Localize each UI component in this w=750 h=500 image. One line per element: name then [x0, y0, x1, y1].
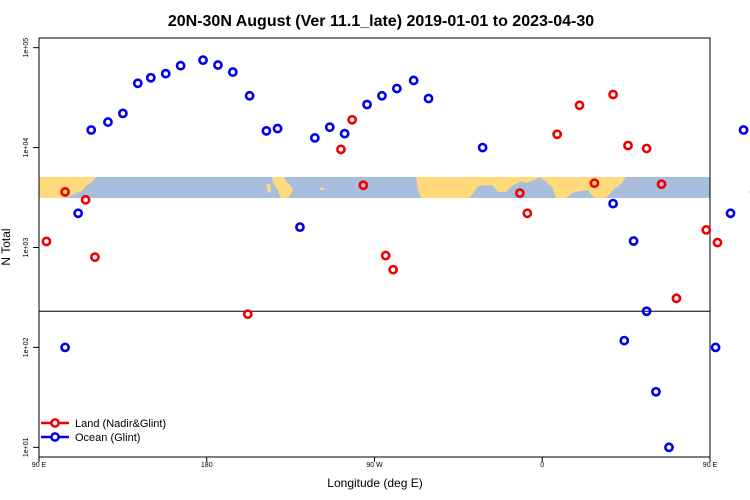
legend: Land (Nadir&Glint) Ocean (Glint) — [41, 418, 166, 444]
land-data-point — [380, 250, 391, 261]
legend-entry-ocean: Ocean (Glint) — [41, 432, 140, 444]
land-data-point — [80, 194, 91, 205]
ocean-data-point — [272, 123, 283, 134]
ocean-data-point — [132, 78, 143, 89]
map-strip — [39, 177, 710, 198]
ocean-data-point — [309, 133, 320, 143]
ocean-data-point — [175, 60, 186, 71]
ocean-data-point — [295, 222, 305, 233]
y-tick: 1e+02 — [23, 337, 39, 357]
x-tick-label: 0 — [540, 462, 544, 469]
ocean-data-point — [738, 125, 749, 135]
y-tick-label: 1e+02 — [23, 337, 30, 357]
land-mass-north-america-baja — [266, 184, 271, 193]
land-data-point — [347, 114, 358, 125]
y-axis: 1e+01 1e+02 1e+03 1e+04 1e+05 — [23, 38, 39, 457]
ocean-data-point — [227, 67, 238, 77]
ocean-data-point — [339, 128, 350, 139]
ocean-data-point — [477, 142, 488, 153]
land-data-point — [358, 180, 369, 191]
ocean-data-point — [725, 208, 736, 219]
land-data-point — [623, 140, 633, 151]
land-data-point — [701, 225, 712, 235]
y-tick-label: 1e+01 — [23, 437, 30, 457]
land-data-point — [574, 100, 585, 111]
land-data-point — [514, 188, 525, 199]
ocean-data-point — [710, 342, 721, 353]
ocean-data-point — [73, 208, 84, 219]
land-data-point — [656, 179, 667, 190]
ocean-data-point — [423, 93, 434, 104]
ocean-data-point — [377, 90, 387, 101]
ocean-data-point — [60, 342, 70, 353]
ocean-data-point — [261, 125, 272, 136]
ocean-data-point — [391, 83, 402, 94]
ocean-data-point — [362, 99, 372, 110]
y-tick-label: 1e+05 — [23, 38, 30, 58]
y-tick-label: 1e+04 — [23, 138, 30, 158]
ocean-data-point — [664, 442, 674, 453]
ocean-data-point — [117, 108, 128, 119]
ocean-data-point — [198, 55, 208, 66]
x-axis-label: Longitude (deg E) — [327, 476, 422, 490]
ocean-data-point — [213, 60, 223, 70]
land-mass-africa-asia — [416, 177, 540, 198]
legend-label-ocean: Ocean (Glint) — [75, 432, 140, 444]
y-tick: 1e+05 — [23, 38, 39, 58]
ocean-data-point — [651, 386, 661, 397]
chart-title: 20N-30N August (Ver 11.1_late) 2019-01-0… — [168, 13, 594, 30]
land-mass-caribbean — [320, 188, 324, 190]
land-data-point — [589, 178, 600, 189]
ocean-data-point — [608, 198, 618, 209]
land-data-point — [242, 309, 253, 320]
land-mass-north-america — [272, 177, 293, 198]
x-tick: 90 E — [32, 457, 47, 469]
x-tick: 90 W — [366, 457, 383, 469]
ocean-data-point — [619, 335, 630, 346]
ocean-data-point — [408, 75, 419, 86]
x-tick: 0 — [540, 457, 544, 469]
ocean-data-point — [628, 236, 639, 246]
land-data-point — [388, 264, 399, 275]
ocean-data-point — [244, 90, 255, 101]
land-data-point — [552, 129, 563, 140]
x-tick-label: 90 E — [32, 462, 47, 469]
map-strip-ocean — [39, 177, 710, 198]
land-data-point — [712, 237, 723, 248]
y-axis-label: N Total — [0, 228, 13, 265]
land-data-point — [608, 89, 618, 100]
x-axis: 90 E 180 90 W 0 90 E 180 — [32, 457, 718, 469]
y-tick: 1e+01 — [23, 437, 39, 457]
ocean-data-point — [145, 72, 156, 83]
plot-frame — [38, 37, 711, 458]
y-tick: 1e+03 — [23, 238, 39, 258]
land-data-point — [41, 236, 52, 247]
data-points — [41, 55, 750, 453]
y-tick-label: 1e+03 — [23, 238, 30, 258]
ocean-data-point — [324, 122, 335, 133]
legend-label-land: Land (Nadir&Glint) — [75, 418, 166, 430]
x-tick-label: 90 E — [703, 462, 718, 469]
x-tick: 180 — [201, 457, 213, 469]
land-mass-asia-east — [39, 177, 96, 198]
legend-swatch-marker-land — [50, 418, 60, 428]
land-data-point — [671, 293, 682, 304]
land-data-point — [90, 252, 100, 263]
land-mass-india-china — [540, 177, 626, 198]
ocean-data-point — [103, 117, 113, 127]
x-tick-label: 90 W — [366, 462, 383, 469]
ocean-data-point — [641, 306, 652, 317]
land-data-point — [522, 208, 533, 219]
y-tick: 1e+04 — [23, 138, 39, 158]
ocean-data-point — [86, 125, 97, 135]
x-tick-label: 180 — [201, 462, 213, 469]
ocean-data-point — [160, 68, 171, 79]
legend-swatch-marker-ocean — [50, 432, 60, 442]
land-data-point — [60, 187, 70, 197]
land-data-point — [641, 143, 652, 154]
land-data-point — [336, 144, 346, 155]
x-tick: 90 E — [703, 457, 718, 469]
legend-entry-land: Land (Nadir&Glint) — [41, 418, 166, 430]
